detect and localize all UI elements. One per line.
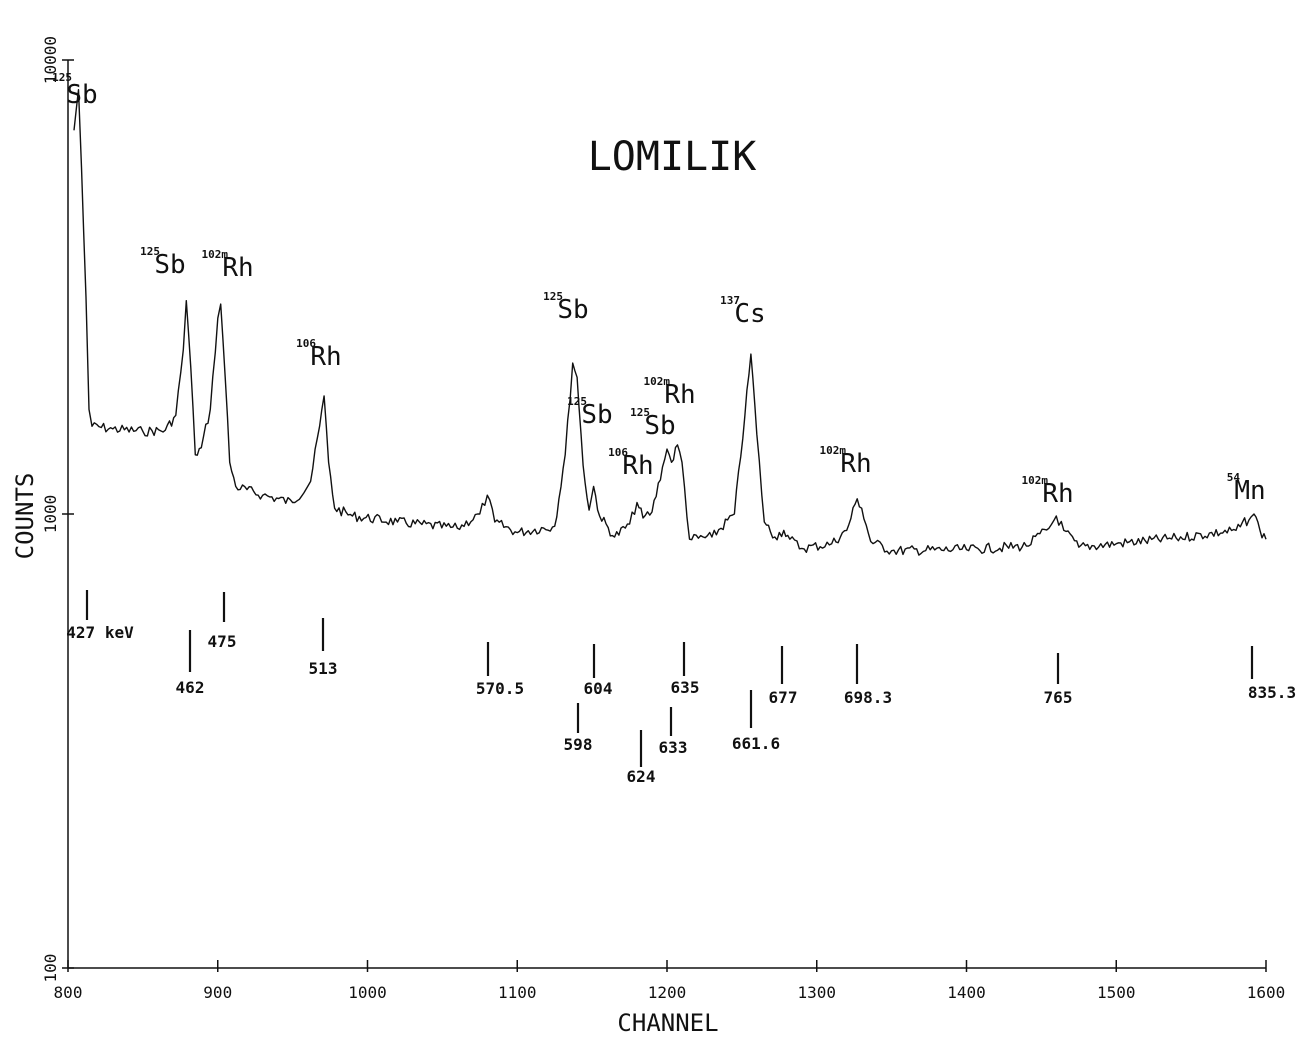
peak-element-label: Rh: [222, 253, 253, 283]
x-tick-label: 1300: [797, 983, 836, 1002]
energy-label: 765: [1044, 688, 1073, 707]
peak-mass-label: 54: [1227, 471, 1241, 484]
x-tick-label: 1200: [648, 983, 687, 1002]
peak-mass-label: 125: [543, 290, 563, 303]
energy-label: 624: [627, 767, 656, 786]
peak-mass-label: 102m: [202, 248, 229, 261]
energy-label: 475: [208, 632, 237, 651]
peak-element-label: Cs: [734, 299, 765, 329]
peak-element-label: Sb: [154, 250, 185, 280]
x-tick-label: 1500: [1097, 983, 1136, 1002]
axes: [67, 60, 1266, 969]
x-tick-label: 1000: [348, 983, 387, 1002]
peak-mass-label: 102m: [1022, 474, 1049, 487]
peak-element-label: Rh: [622, 451, 653, 481]
energy-label: 661.6: [732, 734, 780, 753]
energy-label: 677: [769, 688, 798, 707]
peak-element-label: Rh: [310, 342, 341, 372]
energy-label: 598: [564, 735, 593, 754]
energy-label: 835.3: [1248, 683, 1296, 702]
y-ticks: 100 1000 10000: [41, 36, 74, 983]
peak-mass-label: 125: [567, 395, 587, 408]
peak-element-label: Mn: [1234, 476, 1265, 506]
energy-label: 513: [309, 659, 338, 678]
x-tick-label: 1400: [947, 983, 986, 1002]
energy-label: 427 keV: [66, 623, 134, 642]
energy-label: 462: [176, 678, 205, 697]
y-tick-label: 10000: [41, 36, 60, 84]
peak-element-label: Rh: [840, 449, 871, 479]
peak-element-label: Rh: [664, 380, 695, 410]
y-tick-label: 100: [41, 954, 60, 983]
peak-element-label: Sb: [644, 411, 675, 441]
peak-mass-label: 125: [630, 406, 650, 419]
peak-mass-label: 102m: [820, 444, 847, 457]
y-axis-label: COUNTS: [11, 473, 39, 560]
energy-label: 570.5: [476, 679, 524, 698]
peak-mass-label: 106: [296, 337, 316, 350]
peak-mass-label: 125: [140, 245, 160, 258]
peak-element-label: Sb: [581, 400, 612, 430]
peak-element-label: Sb: [557, 295, 588, 325]
energy-label: 604: [584, 679, 613, 698]
chart-title: LOMILIK: [588, 134, 757, 180]
energy-label: 698.3: [844, 688, 892, 707]
peak-mass-label: 102m: [644, 375, 671, 388]
x-axis-label: CHANNEL: [617, 1009, 718, 1037]
x-tick-label: 1600: [1247, 983, 1286, 1002]
x-tick-label: 800: [54, 983, 83, 1002]
energy-label: 635: [671, 678, 700, 697]
peak-mass-label: 106: [608, 446, 628, 459]
peak-mass-label: 137: [720, 294, 740, 307]
y-tick-label: 1000: [41, 495, 60, 534]
x-tick-label: 1100: [498, 983, 537, 1002]
x-tick-label: 900: [203, 983, 232, 1002]
peak-element-label: Sb: [66, 80, 97, 110]
peak-element-label: Rh: [1042, 479, 1073, 509]
spectrum-line: [73, 89, 1267, 556]
x-ticks: 800 900 1000 1100 1200 1300 1400 1500 1600: [54, 960, 1286, 1002]
peak-mass-label: 125: [52, 71, 72, 84]
energy-label: 633: [659, 738, 688, 757]
